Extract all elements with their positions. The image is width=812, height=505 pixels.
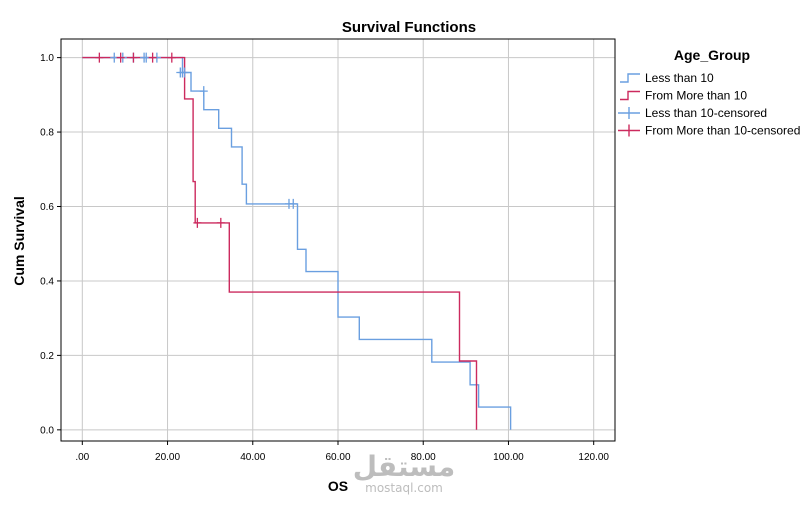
- censor-mark: [129, 52, 138, 63]
- legend-item-1: From More than 10: [620, 89, 747, 103]
- x-tick-label: .00: [75, 452, 89, 463]
- censor-mark: [95, 52, 104, 63]
- tick-marks: .00 20.00 40.00 60.00 80.00 100.00 120.00 0.0 0.…: [40, 53, 609, 463]
- censor-mark: [148, 52, 157, 63]
- legend-item-0: Less than 10: [620, 71, 714, 85]
- legend-swatch: [618, 107, 640, 119]
- x-tick-label: 120.00: [578, 452, 609, 463]
- legend-label: Less than 10-censored: [645, 106, 767, 120]
- legend-swatch: [618, 124, 640, 137]
- legend-label: Less than 10: [645, 71, 714, 85]
- y-tick-label: 0.4: [40, 276, 54, 287]
- censor-mark: [289, 198, 298, 209]
- watermark: مستقل mostaql.com: [353, 450, 455, 495]
- series-layer: [82, 52, 512, 430]
- y-tick-label: 0.0: [40, 425, 54, 436]
- censor-mark: [193, 217, 202, 228]
- x-tick-label: 80.00: [411, 452, 436, 463]
- legend-title: Age_Group: [674, 47, 750, 63]
- legend-swatch: [620, 90, 640, 101]
- censor-mark: [180, 67, 189, 78]
- x-tick-label: 100.00: [493, 452, 524, 463]
- x-axis-title: OS: [328, 478, 348, 494]
- legend-item-2: Less than 10-censored: [618, 106, 767, 120]
- censor-mark: [167, 52, 176, 63]
- x-tick-label: 40.00: [240, 452, 265, 463]
- legend-label: From More than 10: [645, 89, 747, 103]
- y-tick-label: 0.8: [40, 128, 54, 139]
- legend-label: From More than 10-censored: [645, 124, 800, 138]
- chart-title: Survival Functions: [342, 19, 476, 36]
- watermark-arabic: مستقل: [353, 450, 455, 483]
- watermark-latin: mostaql.com: [365, 481, 443, 495]
- censor-mark: [216, 217, 225, 228]
- y-tick-label: 0.2: [40, 351, 54, 362]
- y-axis-title: Cum Survival: [11, 196, 27, 285]
- legend: Age_Group Less than 10 From More than 10 L…: [618, 47, 800, 138]
- legend-item-3: From More than 10-censored: [618, 124, 800, 138]
- x-tick-label: 60.00: [325, 452, 350, 463]
- legend-swatch: [620, 73, 640, 83]
- censor-mark: [199, 86, 208, 97]
- y-tick-label: 1.0: [40, 53, 54, 64]
- x-tick-label: 20.00: [155, 452, 180, 463]
- y-tick-label: 0.6: [40, 202, 54, 213]
- censor-mark: [116, 52, 125, 63]
